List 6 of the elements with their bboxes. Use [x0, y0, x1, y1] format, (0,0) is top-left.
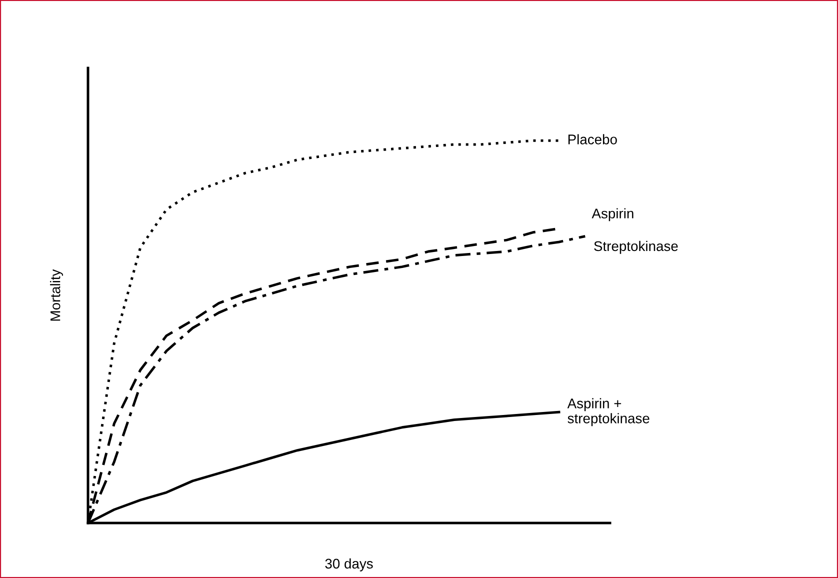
- series-label: Aspirin + streptokinase: [567, 398, 650, 426]
- text: Aspirin: [592, 208, 634, 222]
- series-label: Streptokinase: [594, 240, 678, 254]
- series-label: Placebo: [568, 134, 617, 144]
- x-axis-title: 30 days: [325, 558, 373, 572]
- y-axis-title: Mortality: [50, 269, 63, 321]
